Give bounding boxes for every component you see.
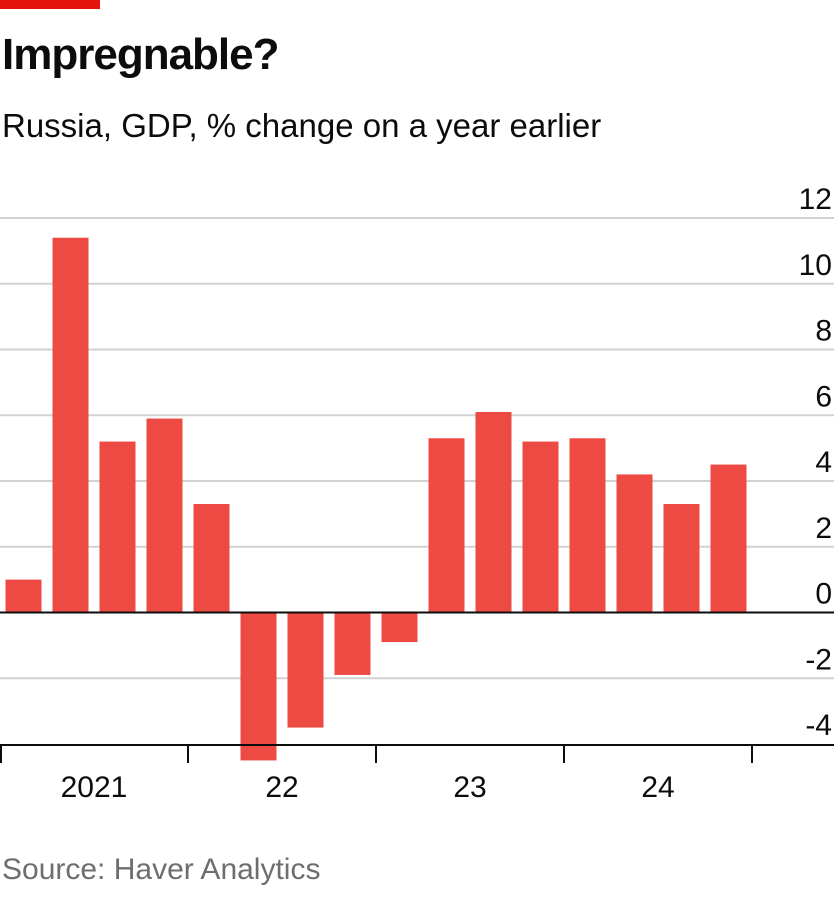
y-tick-label: -4 xyxy=(805,709,832,742)
bar xyxy=(569,438,606,613)
bar xyxy=(522,441,559,613)
bar xyxy=(334,612,371,675)
y-tick-label: 10 xyxy=(799,249,832,282)
bar xyxy=(287,612,324,728)
bar xyxy=(663,504,700,613)
y-tick-label: -2 xyxy=(805,643,832,676)
bar xyxy=(710,464,747,613)
bar xyxy=(146,418,183,613)
bar xyxy=(5,579,42,613)
bar xyxy=(381,612,418,643)
chart-title: Impregnable? xyxy=(2,30,279,79)
x-tick-label: 2021 xyxy=(61,771,128,804)
chart-subtitle: Russia, GDP, % change on a year earlier xyxy=(2,107,602,144)
x-tick-label: 24 xyxy=(641,771,674,804)
bar xyxy=(616,474,653,613)
y-tick-label: 6 xyxy=(815,380,832,413)
bar-chart: 12 10 8 6 4 2 0 -2 -4 2021 22 23 24 xyxy=(0,183,834,804)
bar xyxy=(193,504,230,613)
y-tick-label: 0 xyxy=(815,578,832,611)
bar xyxy=(52,237,89,613)
bar xyxy=(99,441,136,613)
y-tick-labels: 12 10 8 6 4 2 0 -2 -4 xyxy=(799,183,832,742)
source-note: Source: Haver Analytics xyxy=(2,853,321,886)
x-tick-labels: 2021 22 23 24 xyxy=(61,771,675,804)
bar xyxy=(428,438,465,613)
y-tick-label: 8 xyxy=(815,315,832,348)
x-tick-label: 23 xyxy=(453,771,486,804)
y-tick-label: 4 xyxy=(815,446,832,479)
bar xyxy=(475,411,512,613)
accent-bar xyxy=(0,0,100,9)
y-tick-label: 12 xyxy=(799,183,832,216)
y-tick-label: 2 xyxy=(815,512,832,545)
x-tick-label: 22 xyxy=(265,771,298,804)
gridlines xyxy=(0,217,834,680)
axes xyxy=(0,611,834,763)
bar xyxy=(240,612,277,761)
bar-series xyxy=(5,237,747,761)
